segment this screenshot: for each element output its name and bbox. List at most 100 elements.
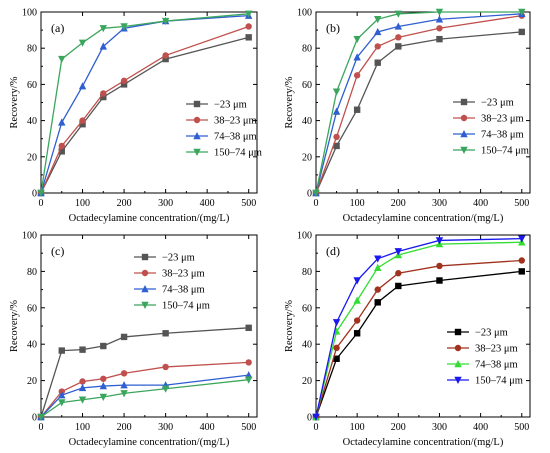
x-tick-label: 200 (391, 422, 406, 433)
x-tick-label: 100 (350, 198, 365, 209)
data-point (244, 10, 253, 18)
legend-marker (460, 130, 468, 138)
x-tick-label: 0 (39, 422, 44, 433)
data-point (353, 330, 361, 337)
x-axis-title: Octadecylamine concentration/(mg/L) (69, 437, 230, 448)
y-tick-label: 20 (27, 376, 37, 387)
data-point (79, 378, 86, 385)
legend-marker (193, 132, 201, 140)
data-point (78, 82, 87, 90)
data-point (162, 330, 169, 337)
data-point (374, 43, 381, 50)
data-point (394, 248, 403, 256)
data-point (79, 117, 86, 124)
series-line (40, 361, 249, 418)
y-tick-label: 60 (27, 303, 37, 314)
x-tick-label: 0 (314, 422, 319, 433)
chart-panel-4: 0 100 200 300 400 500 0 20 40 60 80 100 Octadecylami… (284, 231, 531, 448)
legend-marker (460, 98, 468, 106)
legend-marker (454, 328, 462, 336)
data-point (312, 189, 320, 197)
legend-label: 38–23 μm (475, 344, 518, 355)
data-point (374, 59, 381, 66)
data-point (162, 363, 169, 371)
y-tick-label: 0 (32, 189, 37, 200)
data-point (374, 27, 382, 36)
y-axis-title: Recovery/% (284, 76, 295, 128)
x-tick-label: 0 (39, 198, 44, 209)
data-point (37, 413, 45, 421)
x-tick-label: 200 (391, 198, 406, 209)
x-tick-label: 500 (241, 422, 256, 433)
x-tick-label: 400 (200, 198, 215, 209)
data-point (332, 88, 341, 96)
y-axis-title: Recovery/% (9, 300, 20, 352)
x-tick-label: 500 (514, 198, 529, 209)
y-tick-label: 60 (27, 80, 37, 91)
series-4 (37, 376, 253, 421)
data-point (518, 268, 525, 275)
legend: −23 μm 38–23 μm 74–38 μm 150–74 μm (453, 98, 529, 157)
legend-label: 38–23 μm (162, 269, 205, 280)
x-tick-label: 0 (314, 198, 319, 209)
data-point (395, 43, 402, 50)
legend-marker (141, 285, 149, 293)
y-axis-title: Recovery/% (9, 76, 20, 128)
data-point (395, 34, 402, 41)
data-point (58, 391, 66, 399)
y-tick-label: 0 (32, 413, 37, 424)
legend: −23 μm 38–23 μm 74–38 μm 150–74 μm (134, 253, 210, 312)
data-point (120, 333, 128, 341)
chart-panel-2: 0 100 200 300 400 500 0 20 40 60 80 100 Octadecylami… (284, 8, 531, 224)
series-4 (37, 10, 253, 197)
legend-label: 38–23 μm (214, 116, 257, 127)
x-tick-label: 400 (473, 422, 488, 433)
legend-label: −23 μm (481, 98, 514, 109)
data-point (394, 10, 403, 18)
data-point (353, 72, 361, 79)
data-point (374, 16, 382, 24)
data-point (395, 282, 402, 290)
legend-label: 74–38 μm (481, 130, 524, 141)
legend-label: 74–38 μm (162, 285, 205, 296)
data-point (353, 317, 361, 324)
data-point (435, 8, 444, 16)
data-point (161, 385, 170, 393)
y-tick-label: 60 (302, 303, 312, 314)
x-tick-label: 100 (350, 422, 365, 433)
x-tick-label: 500 (241, 198, 256, 209)
data-point (99, 25, 108, 33)
legend-label: −23 μm (214, 100, 247, 111)
y-tick-label: 80 (302, 44, 312, 55)
legend-marker (193, 116, 201, 124)
data-point (374, 263, 382, 271)
data-point (374, 299, 381, 306)
data-point (333, 355, 340, 362)
data-point (100, 93, 107, 101)
y-tick-label: 100 (297, 8, 312, 19)
data-point (78, 396, 87, 404)
y-tick-label: 60 (302, 80, 312, 91)
data-point (245, 324, 252, 332)
x-tick-label: 300 (432, 198, 447, 209)
data-point (120, 81, 128, 88)
y-tick-label: 40 (302, 340, 312, 351)
data-point (100, 90, 107, 97)
data-point (436, 262, 443, 270)
data-point (100, 342, 107, 350)
x-axis-title: Octadecylamine concentration/(mg/L) (343, 213, 504, 224)
panel-label: (b) (326, 21, 340, 35)
chart-panel-1: 0 100 200 300 400 500 0 20 40 60 80 100 Octadecylami… (9, 8, 262, 225)
x-tick-label: 400 (473, 198, 488, 209)
x-tick-label: 200 (117, 198, 132, 209)
data-point (332, 319, 341, 327)
data-point (58, 142, 65, 150)
data-point (245, 23, 252, 30)
data-point (161, 17, 170, 26)
data-point (353, 296, 361, 304)
data-point (333, 133, 340, 141)
series-line (315, 259, 522, 418)
x-tick-label: 300 (432, 422, 447, 433)
data-point (518, 28, 525, 36)
data-point (99, 382, 108, 390)
